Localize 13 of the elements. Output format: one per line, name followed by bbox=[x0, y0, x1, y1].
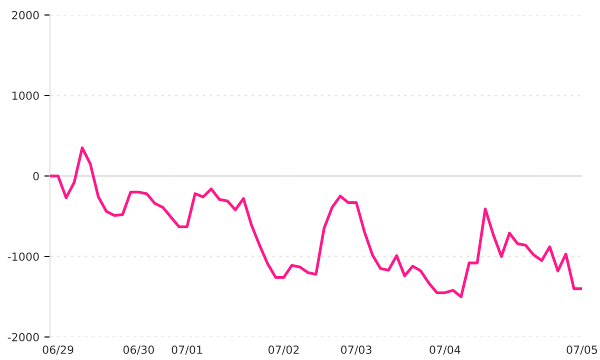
x-tick-label: 06/30 bbox=[123, 346, 154, 355]
x-tick-label: 07/01 bbox=[172, 346, 202, 355]
x-tick-label: 07/05 bbox=[566, 346, 598, 355]
line-series bbox=[50, 146, 582, 298]
x-tick-label: 06/29 bbox=[42, 346, 74, 355]
x-tick-label: 07/04 bbox=[430, 346, 460, 355]
y-tick-label: 0 bbox=[33, 172, 39, 180]
x-tick-label: 07/03 bbox=[341, 346, 372, 355]
y-tick-label: 1000 bbox=[12, 91, 39, 100]
y-tick-label: -2000 bbox=[8, 332, 39, 342]
y-tick-label: -1000 bbox=[8, 252, 39, 261]
x-tick-label: 07/02 bbox=[268, 346, 299, 355]
y-tick-label: 2000 bbox=[12, 10, 39, 20]
